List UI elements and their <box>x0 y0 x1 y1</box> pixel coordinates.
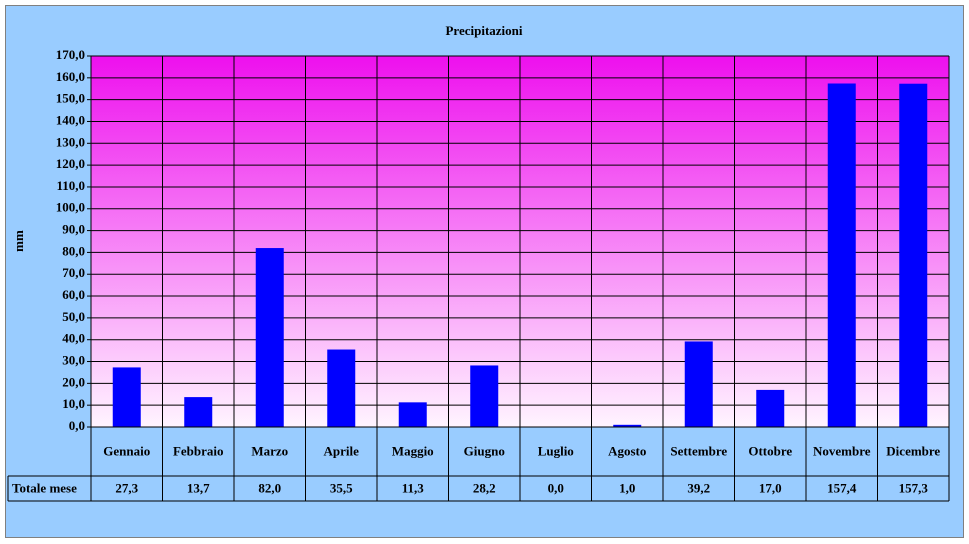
table-value: 82,0 <box>258 480 281 495</box>
x-tick-label: Febbraio <box>173 443 224 458</box>
bar <box>255 248 284 427</box>
x-tick-label: Novembre <box>813 443 871 458</box>
y-tick-label: 110,0 <box>56 178 85 193</box>
x-tick-label: Ottobre <box>748 443 792 458</box>
y-tick-label: 130,0 <box>56 134 85 149</box>
bar <box>613 424 642 427</box>
y-tick-label: 150,0 <box>56 91 85 106</box>
x-tick-label: Aprile <box>324 443 360 458</box>
bar <box>899 83 928 427</box>
x-tick-label: Agosto <box>608 443 646 458</box>
bar <box>112 367 141 427</box>
table-value: 35,5 <box>330 480 353 495</box>
y-tick-label: 40,0 <box>62 331 85 346</box>
x-tick-label: Settembre <box>670 443 727 458</box>
table-value: 0,0 <box>548 480 564 495</box>
table-value: 39,2 <box>687 480 710 495</box>
y-tick-label: 100,0 <box>56 200 85 215</box>
y-tick-label: 30,0 <box>62 353 85 368</box>
bar <box>184 397 213 427</box>
y-axis-label: mm <box>11 230 26 252</box>
chart-title: Precipitazioni <box>445 23 522 38</box>
y-tick-label: 160,0 <box>56 69 85 84</box>
bar <box>684 341 713 427</box>
y-tick-label: 170,0 <box>56 47 85 62</box>
y-tick-label: 10,0 <box>62 396 85 411</box>
y-tick-label: 70,0 <box>62 265 85 280</box>
x-tick-label: Marzo <box>251 443 288 458</box>
bar <box>756 389 785 427</box>
y-tick-label: 20,0 <box>62 374 85 389</box>
y-tick-label: 80,0 <box>62 243 85 258</box>
y-tick-label: 60,0 <box>62 287 85 302</box>
table-row-header: Totale mese <box>12 480 77 495</box>
x-tick-label: Gennaio <box>103 443 150 458</box>
bar <box>398 402 427 427</box>
y-tick-label: 0,0 <box>69 418 85 433</box>
x-tick-label: Giugno <box>464 443 505 458</box>
bar <box>327 349 356 427</box>
table-value: 13,7 <box>187 480 210 495</box>
x-tick-label: Luglio <box>538 443 574 458</box>
bar <box>470 365 499 427</box>
x-tick-label: Dicembre <box>886 443 940 458</box>
table-value: 27,3 <box>115 480 138 495</box>
y-tick-label: 120,0 <box>56 156 85 171</box>
bar <box>827 83 856 427</box>
y-tick-label: 140,0 <box>56 112 85 127</box>
table-value: 17,0 <box>759 480 782 495</box>
table-value: 28,2 <box>473 480 496 495</box>
table-value: 1,0 <box>619 480 635 495</box>
table-value: 157,3 <box>899 480 929 495</box>
x-tick-label: Maggio <box>392 443 434 458</box>
table-value: 157,4 <box>827 480 857 495</box>
table-value: 11,3 <box>402 480 425 495</box>
y-tick-label: 90,0 <box>62 222 85 237</box>
y-tick-label: 50,0 <box>62 309 85 324</box>
